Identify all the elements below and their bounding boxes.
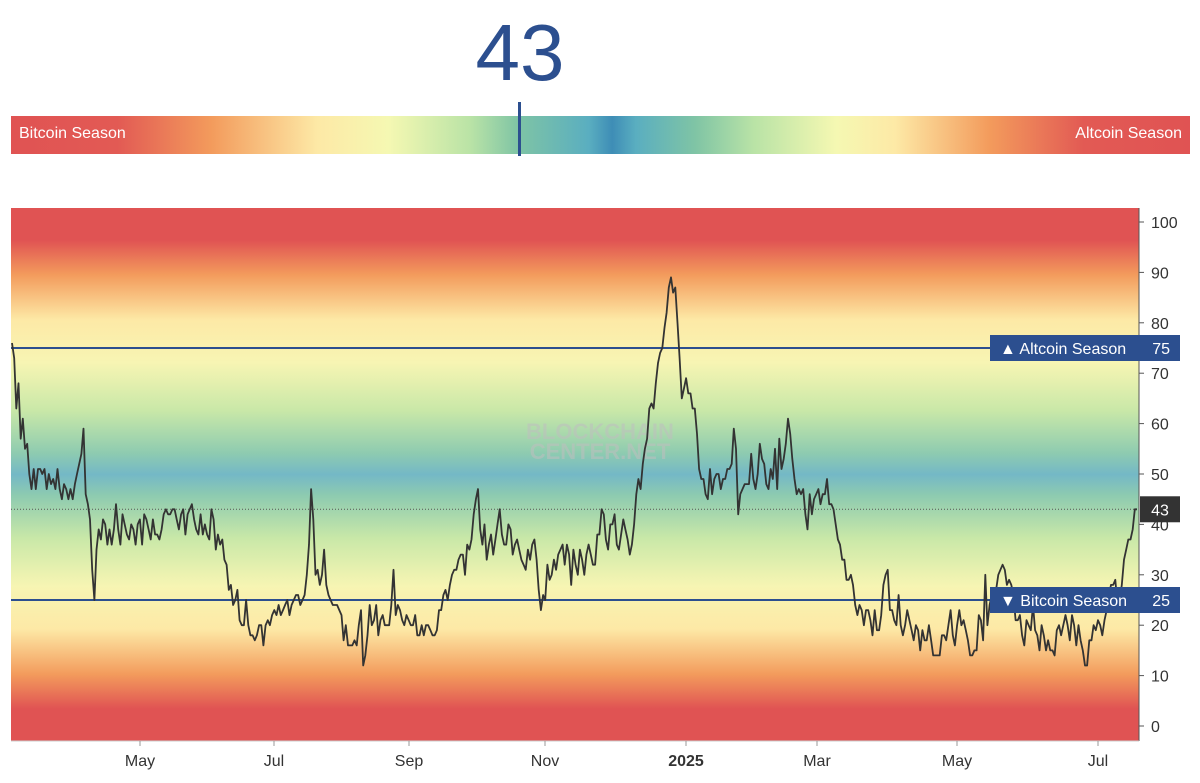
altcoin-index-value: 43 [475, 8, 565, 97]
threshold-label-value: 25 [1152, 593, 1170, 610]
y-tick-label: 60 [1151, 417, 1169, 434]
y-tick-label: 10 [1151, 669, 1169, 686]
current-value-box [1140, 496, 1180, 523]
x-tick-label: Sep [395, 753, 424, 770]
y-tick-label: 0 [1151, 719, 1160, 736]
threshold-label-text: ▼ Bitcoin Season [1000, 593, 1127, 610]
watermark-line-2: CENTER.NET [530, 439, 671, 464]
x-tick-label: Jul [1088, 753, 1108, 770]
x-tick-label: Mar [803, 753, 831, 770]
threshold-label-value: 75 [1152, 341, 1170, 358]
x-tick-label: Jul [264, 753, 284, 770]
x-tick-label: Nov [531, 753, 559, 770]
x-tick-label: May [125, 753, 155, 770]
y-tick-label: 80 [1151, 316, 1169, 333]
current-value-label: 43 [1151, 502, 1169, 519]
y-tick-label: 70 [1151, 366, 1169, 383]
threshold-label-text: ▲ Altcoin Season [1000, 341, 1126, 358]
y-tick-label: 90 [1151, 265, 1169, 282]
watermark-line-1: BLOCKCHAIN [526, 419, 674, 444]
current-value-marker [518, 102, 521, 156]
bitcoin-season-label: Bitcoin Season [19, 125, 126, 142]
season-gradient-bar: Bitcoin Season Altcoin Season [11, 102, 1190, 156]
chart-gradient-background [11, 208, 1139, 741]
y-tick-label: 50 [1151, 467, 1169, 484]
y-tick-label: 30 [1151, 568, 1169, 585]
x-tick-label: May [942, 753, 972, 770]
index-line [11, 276, 1137, 667]
threshold-label-box [990, 587, 1180, 613]
x-tick-label: 2025 [668, 753, 704, 770]
altcoin-season-label: Altcoin Season [1075, 125, 1182, 142]
y-tick-label: 100 [1151, 215, 1178, 232]
threshold-label-box [990, 335, 1180, 361]
y-tick-label: 20 [1151, 618, 1169, 635]
